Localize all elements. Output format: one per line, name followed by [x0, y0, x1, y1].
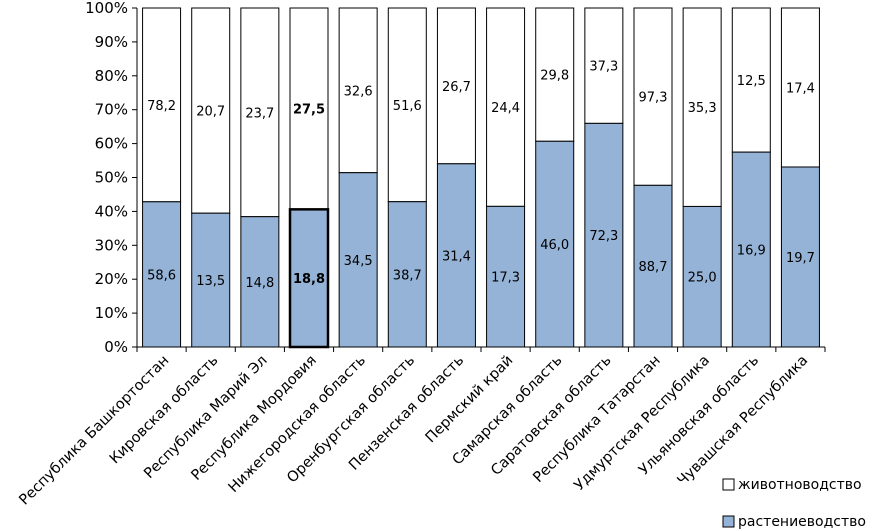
legend: животноводство растениеводство — [722, 477, 866, 530]
bar-segment-animal — [142, 7, 182, 203]
bar-segment-plant — [288, 208, 330, 349]
data-label-plant: 14,8 — [245, 276, 274, 291]
data-label-animal: 20,7 — [196, 105, 225, 120]
y-tick-label: 30% — [95, 236, 128, 254]
legend-item-animal: животноводство — [722, 477, 862, 493]
bar-segment-plant — [633, 184, 673, 348]
data-label-animal: 17,4 — [786, 81, 815, 96]
legend-item-plant: растениеводство — [722, 514, 866, 530]
data-label-plant: 18,8 — [293, 272, 325, 287]
data-label-plant: 16,9 — [737, 244, 766, 259]
legend-label-animal: животноводство — [738, 477, 862, 493]
legend-swatch-animal — [722, 478, 735, 491]
data-label-animal: 29,8 — [540, 69, 569, 84]
bar-segment-animal — [387, 7, 427, 203]
data-label-plant: 19,7 — [786, 251, 815, 266]
data-label-plant: 31,4 — [442, 249, 471, 264]
bar-segment-plant — [142, 201, 182, 348]
axes-layer: 0% 10% 20% 30% 40% 50% 60% 70% 80% 90% 100% — [85, 0, 826, 356]
bar-segment-animal — [731, 7, 771, 153]
y-tick-label: 50% — [95, 169, 128, 187]
bars-layer — [142, 7, 820, 349]
bar-segment-plant — [780, 166, 820, 348]
data-label-plant: 58,6 — [147, 268, 176, 283]
data-label-animal: 35,3 — [688, 101, 717, 116]
data-label-plant: 25,0 — [688, 271, 717, 286]
y-tick-label: 80% — [95, 67, 128, 85]
y-tick-label: 40% — [95, 202, 128, 220]
bar-segment-animal — [633, 7, 673, 186]
data-label-animal: 26,7 — [442, 80, 471, 95]
data-label-animal: 78,2 — [147, 99, 176, 114]
y-tick-label: 90% — [95, 33, 128, 51]
data-label-animal: 37,3 — [589, 60, 618, 75]
y-tick-label: 70% — [95, 101, 128, 119]
data-label-plant: 38,7 — [393, 268, 422, 283]
y-tick-label: 20% — [95, 270, 128, 288]
bar-segment-animal — [191, 7, 231, 214]
bar-segment-plant — [338, 172, 378, 348]
data-label-plant: 17,3 — [491, 271, 520, 286]
data-label-plant: 72,3 — [589, 229, 618, 244]
y-tick-label: 100% — [85, 0, 128, 17]
data-label-animal: 27,5 — [293, 103, 325, 118]
bar-segment-plant — [436, 163, 476, 348]
data-label-animal: 24,4 — [491, 101, 520, 116]
data-label-animal: 12,5 — [737, 74, 766, 89]
data-label-plant: 88,7 — [639, 260, 668, 275]
data-label-animal: 51,6 — [393, 99, 422, 114]
data-label-animal: 97,3 — [639, 91, 668, 106]
y-tick-label: 0% — [104, 338, 128, 356]
data-label-plant: 46,0 — [540, 238, 569, 253]
bar-segment-plant — [387, 201, 427, 348]
category-label: Пермский край — [423, 353, 517, 447]
y-tick-label: 10% — [95, 304, 128, 322]
bar-segment-plant — [240, 216, 280, 348]
data-label-animal: 32,6 — [344, 84, 373, 99]
bar-segment-animal — [535, 7, 575, 142]
bar-segment-plant — [486, 205, 526, 348]
y-tick-label: 60% — [95, 135, 128, 153]
bar-segment-animal — [682, 7, 722, 207]
bar-segment-animal — [584, 7, 624, 124]
data-label-plant: 13,5 — [196, 274, 225, 289]
bar-segment-animal — [780, 7, 820, 168]
legend-swatch-plant — [722, 515, 735, 528]
data-label-plant: 34,5 — [344, 254, 373, 269]
data-label-animal: 23,7 — [245, 106, 274, 121]
legend-label-plant: растениеводство — [738, 514, 866, 530]
bar-segment-plant — [731, 151, 771, 348]
bar-segment-plant — [584, 122, 624, 348]
bar-segment-plant — [535, 140, 575, 348]
bar-segment-plant — [191, 212, 231, 348]
bar-segment-plant — [682, 205, 722, 348]
